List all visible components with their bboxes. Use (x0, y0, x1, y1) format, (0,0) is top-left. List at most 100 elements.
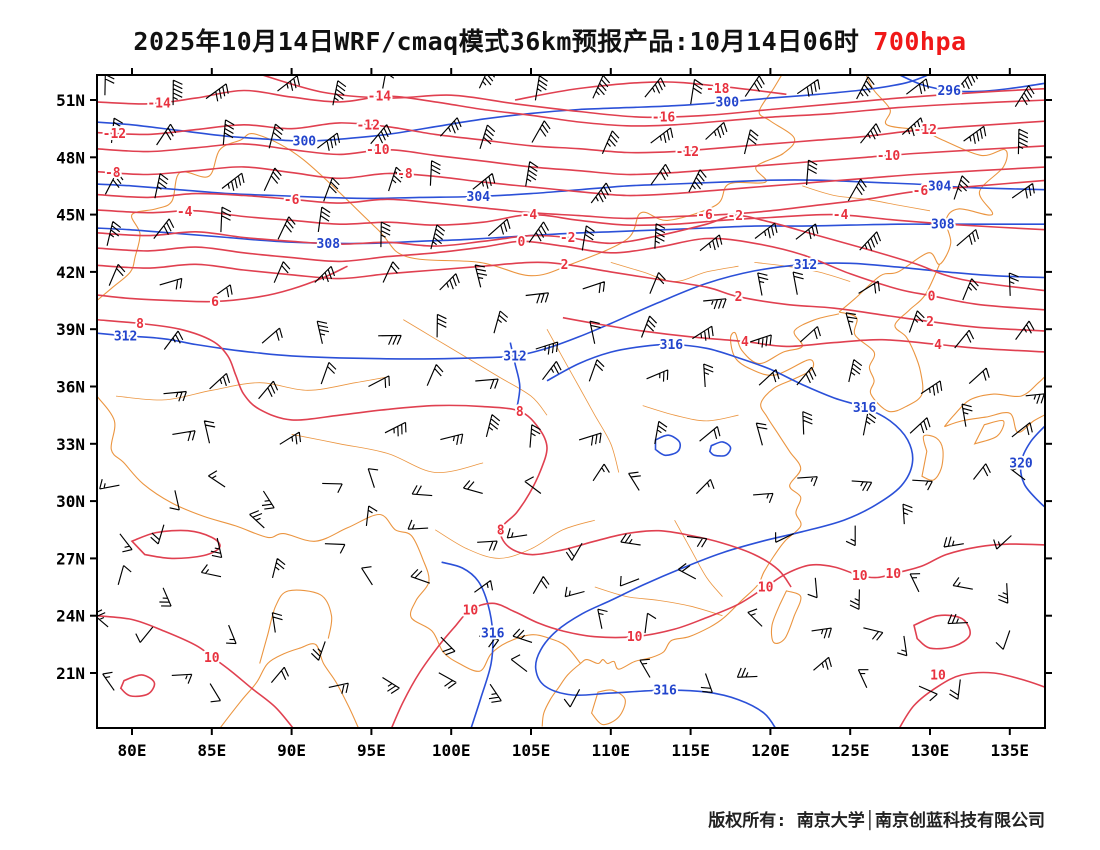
geo-line-china-coast (541, 313, 840, 727)
temperature-contour (97, 143, 1045, 176)
contour-label: -14 (368, 90, 392, 105)
contour-label: 10 (204, 651, 220, 666)
contour-label: -16 (652, 111, 676, 126)
contour-label: 2 (735, 290, 743, 305)
contour-label: -2 (727, 209, 743, 224)
contour-label: 4 (741, 335, 749, 350)
contour-label: 320 (1009, 456, 1033, 471)
contour-label: 312 (114, 329, 137, 344)
temperature-contour (97, 318, 792, 588)
geography-layer (97, 75, 1045, 728)
temperature-contour (97, 261, 1045, 332)
chart-title-main: 2025年10月14日WRF/cmaq模式36km预报产品:10月14日06时 (133, 27, 860, 56)
temperature-contour (130, 529, 221, 560)
temperature-contour (514, 81, 787, 101)
map-frame (96, 74, 1046, 729)
contour-label: -6 (697, 208, 713, 223)
contour-label-layer: 296 300 300 304 304 308 308 312 312 312 316 316 316 3… (101, 80, 1035, 701)
lat-axis-label: 27N (56, 549, 85, 568)
temperature-contour (97, 265, 348, 303)
geo-line-north-border (97, 75, 796, 302)
temperature-contour (97, 179, 1045, 220)
contour-label: 8 (516, 405, 524, 420)
geo-line-prov-liaoning (754, 262, 851, 282)
height-contour-layer (97, 75, 1045, 728)
contour-label: -4 (522, 208, 538, 223)
lon-axis-label: 125E (831, 741, 870, 760)
axes-layer: 51N 48N 45N 42N 39N 36N 33N 30N 27N 24N 21N 80E 85E 9… (56, 68, 1052, 760)
height-contour (441, 561, 494, 728)
contour-label: -12 (913, 123, 936, 138)
geo-line-prov-jiangxi (674, 520, 723, 597)
contour-label: 4 (934, 338, 942, 353)
lat-axis-label: 39N (56, 320, 85, 339)
geo-line-prov-hunan-guangdong (594, 586, 723, 617)
geo-line-kyushu (921, 434, 944, 481)
temperature-contour (97, 209, 1045, 231)
contour-label: 10 (627, 630, 643, 645)
temperature-contour (259, 75, 1045, 119)
contour-label: 308 (931, 218, 955, 233)
lat-axis-label: 48N (56, 148, 85, 167)
contour-label: 2 (926, 315, 934, 330)
contour-label: 308 (317, 237, 341, 252)
temperature-contour (119, 674, 156, 698)
temperature-contour (898, 671, 1045, 728)
contour-label: 10 (930, 668, 946, 683)
geo-line-taiwan (770, 590, 802, 644)
geo-line-hainan (590, 689, 626, 726)
height-contour (97, 179, 1045, 200)
contour-label: 316 (660, 338, 684, 353)
geo-line-prov-henan-anhui (642, 405, 739, 422)
contour-label: -12 (356, 118, 379, 133)
temperature-contour (97, 214, 1045, 292)
contour-label: 316 (653, 684, 677, 699)
lon-axis-label: 95E (357, 741, 386, 760)
contour-label: 316 (481, 626, 505, 641)
geo-line-prov-gansu (403, 319, 548, 416)
geo-line-prov-xinjiang-tibet (115, 376, 388, 401)
contour-label: -10 (366, 143, 390, 158)
height-contour (97, 223, 1045, 245)
geo-line-prov-sichuan-yunnan (435, 519, 595, 559)
contour-label: 0 (928, 289, 936, 304)
contour-label: 304 (928, 179, 952, 194)
geo-line-northeast-border (838, 75, 1008, 313)
geo-line-honshu-north (943, 375, 1045, 427)
geo-line-shikoku (973, 419, 1005, 445)
lon-axis-label: 85E (197, 741, 226, 760)
lat-axis-label: 21N (56, 664, 85, 683)
contour-label: -6 (284, 193, 300, 208)
contour-label: 316 (853, 401, 877, 416)
lon-axis-label: 105E (512, 741, 551, 760)
contour-label: 10 (885, 567, 901, 582)
lon-axis-label: 90E (277, 741, 306, 760)
contour-label: 304 (467, 190, 491, 205)
lon-axis-label: 110E (592, 741, 631, 760)
temperature-contour (913, 614, 971, 650)
temperature-contour-layer (97, 75, 1045, 728)
wind-barb-layer (97, 75, 1045, 708)
lon-axis-label: 100E (432, 741, 471, 760)
contour-label: 312 (794, 258, 817, 273)
height-contour (97, 75, 931, 142)
geo-line-honshu-south (944, 412, 1045, 433)
lat-axis-label: 51N (56, 91, 85, 110)
height-contour (534, 343, 914, 728)
lat-axis-label: 33N (56, 435, 85, 454)
geo-line-south-border (97, 395, 581, 672)
lon-axis-label: 130E (911, 741, 950, 760)
temperature-contour (97, 237, 1045, 311)
lat-axis-label: 45N (56, 206, 85, 225)
contour-label: -14 (147, 96, 171, 111)
contour-label: -10 (877, 149, 901, 164)
temperature-contour (97, 166, 1045, 197)
lon-axis-label: 120E (751, 741, 790, 760)
contour-label: -2 (560, 231, 576, 246)
wind-barbs (97, 75, 1045, 708)
contour-label: -4 (177, 205, 193, 220)
height-contour (654, 434, 682, 457)
lon-axis-label: 80E (118, 741, 147, 760)
